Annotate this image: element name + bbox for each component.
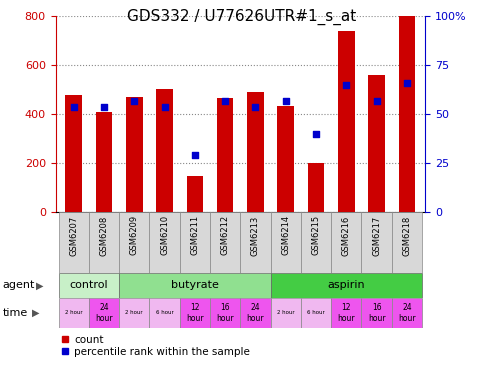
Text: GSM6216: GSM6216 (342, 215, 351, 255)
Bar (119, 273, 270, 298)
Text: GSM6210: GSM6210 (160, 215, 169, 255)
Bar (58, 298, 89, 328)
Bar (241, 298, 270, 328)
Bar (180, 298, 210, 328)
Bar (368, 75, 385, 212)
Text: 6 hour: 6 hour (156, 310, 173, 315)
Text: 2 hour: 2 hour (277, 310, 295, 315)
Text: 2 hour: 2 hour (126, 310, 143, 315)
Text: GSM6208: GSM6208 (99, 215, 109, 255)
Bar (331, 298, 361, 328)
Point (100, 104, 108, 109)
Bar (241, 212, 270, 273)
Bar (210, 298, 241, 328)
Bar (89, 298, 119, 328)
Bar (210, 212, 241, 273)
Bar (398, 16, 415, 212)
Bar (156, 89, 173, 212)
Point (70, 104, 78, 109)
Text: butyrate: butyrate (171, 280, 219, 291)
Bar (119, 212, 149, 273)
Bar (331, 212, 361, 273)
Text: control: control (70, 280, 108, 291)
Text: GSM6211: GSM6211 (190, 215, 199, 255)
Point (403, 80, 411, 86)
Text: time: time (2, 308, 28, 318)
Bar (186, 176, 203, 212)
Text: agent: agent (2, 280, 35, 291)
Bar (58, 273, 119, 298)
Text: GSM6207: GSM6207 (69, 215, 78, 255)
Point (221, 98, 229, 104)
Text: 24
hour: 24 hour (398, 303, 416, 323)
Bar (308, 163, 325, 212)
Text: 16
hour: 16 hour (368, 303, 385, 323)
Legend: count, percentile rank within the sample: count, percentile rank within the sample (61, 335, 250, 357)
Bar (392, 212, 422, 273)
Text: GSM6215: GSM6215 (312, 215, 321, 255)
Point (161, 104, 169, 109)
Text: 2 hour: 2 hour (65, 310, 83, 315)
Text: GSM6214: GSM6214 (281, 215, 290, 255)
Bar (65, 95, 82, 212)
Text: GDS332 / U77626UTR#1_s_at: GDS332 / U77626UTR#1_s_at (127, 9, 356, 25)
Text: GSM6218: GSM6218 (402, 215, 412, 255)
Bar (361, 298, 392, 328)
Bar (301, 212, 331, 273)
Bar (301, 298, 331, 328)
Bar (247, 92, 264, 212)
Text: 24
hour: 24 hour (247, 303, 264, 323)
Text: GSM6217: GSM6217 (372, 215, 381, 255)
Text: aspirin: aspirin (327, 280, 365, 291)
Bar (270, 298, 301, 328)
Text: ▶: ▶ (32, 308, 40, 318)
Bar (338, 31, 355, 212)
Bar (149, 298, 180, 328)
Bar (217, 98, 233, 212)
Text: 12
hour: 12 hour (186, 303, 204, 323)
Bar (392, 298, 422, 328)
Text: GSM6213: GSM6213 (251, 215, 260, 255)
Point (252, 104, 259, 109)
Bar (58, 212, 89, 273)
Bar (89, 212, 119, 273)
Text: GSM6212: GSM6212 (221, 215, 229, 255)
Bar (361, 212, 392, 273)
Bar (119, 298, 149, 328)
Point (373, 98, 381, 104)
Bar (149, 212, 180, 273)
Bar (180, 212, 210, 273)
Bar (270, 273, 422, 298)
Bar (126, 97, 142, 212)
Point (130, 98, 138, 104)
Point (312, 131, 320, 137)
Text: GSM6209: GSM6209 (130, 215, 139, 255)
Text: 12
hour: 12 hour (338, 303, 355, 323)
Point (282, 98, 290, 104)
Bar (270, 212, 301, 273)
Bar (96, 112, 113, 212)
Bar (277, 106, 294, 212)
Text: ▶: ▶ (36, 280, 44, 291)
Text: 24
hour: 24 hour (95, 303, 113, 323)
Text: 16
hour: 16 hour (216, 303, 234, 323)
Text: 6 hour: 6 hour (307, 310, 325, 315)
Point (191, 153, 199, 158)
Point (342, 82, 350, 88)
